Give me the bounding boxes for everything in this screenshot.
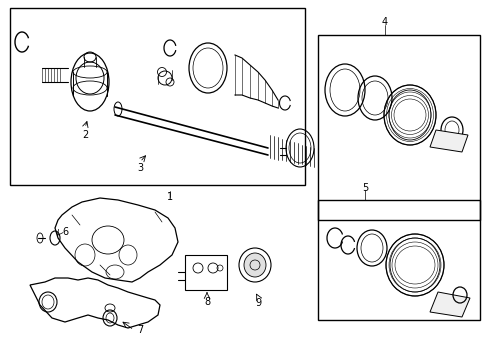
Text: 6: 6 [62, 227, 68, 237]
Polygon shape [430, 292, 470, 317]
Bar [10, 8, 305, 185]
Polygon shape [430, 130, 468, 152]
Text: 8: 8 [204, 297, 210, 307]
Text: 1: 1 [167, 192, 173, 202]
Bar [318, 200, 480, 320]
Text: 4: 4 [382, 17, 388, 27]
Text: 5: 5 [362, 183, 368, 193]
Text: 2: 2 [82, 130, 88, 140]
Ellipse shape [244, 253, 266, 277]
Text: 7: 7 [137, 325, 143, 335]
Bar [185, 255, 227, 290]
Text: 9: 9 [255, 298, 261, 308]
Text: 3: 3 [137, 163, 143, 173]
Bar [318, 35, 480, 220]
